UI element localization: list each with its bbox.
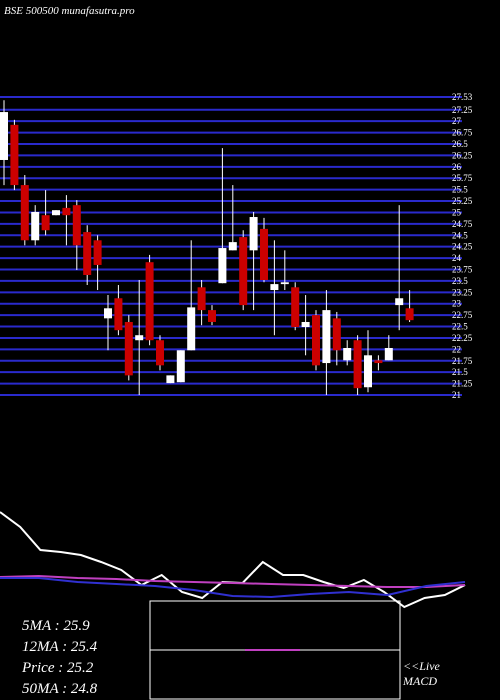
- stat-label: 12MA : 25.4: [22, 639, 98, 655]
- candle-body: [187, 307, 196, 351]
- candle-body: [374, 360, 383, 364]
- y-tick-label: 25: [452, 207, 462, 217]
- y-tick-label: 21.25: [452, 379, 473, 389]
- candle-body: [62, 207, 71, 216]
- candle-body: [260, 228, 268, 280]
- candle-body: [312, 315, 320, 366]
- y-tick-label: 21.75: [452, 356, 473, 366]
- y-tick-label: 22.25: [452, 333, 473, 343]
- y-tick-label: 24.5: [452, 230, 468, 240]
- candle-body: [280, 282, 289, 285]
- macd-label: MACD: [402, 674, 437, 688]
- indicator-line: [0, 574, 466, 588]
- candle-body: [156, 340, 164, 366]
- y-tick-label: 26.5: [452, 139, 468, 149]
- candle-body: [104, 308, 112, 319]
- y-tick-label: 21.5: [452, 367, 468, 377]
- y-tick-label: 25.25: [452, 196, 473, 206]
- indicator-line: [0, 577, 466, 599]
- candle-body: [114, 298, 123, 331]
- y-tick-label: 24.75: [452, 219, 473, 229]
- candle-body: [301, 321, 310, 328]
- y-tick-label: 23.25: [452, 287, 473, 297]
- candle-body: [0, 112, 8, 160]
- candle-body: [197, 287, 206, 311]
- y-tick-label: 23: [452, 299, 462, 309]
- y-tick-label: 26: [452, 162, 462, 172]
- y-tick-label: 27.53: [452, 92, 473, 102]
- candle-body: [208, 310, 216, 322]
- candle-body: [405, 308, 414, 321]
- candle-body: [93, 240, 102, 265]
- stat-label: 5MA : 25.9: [22, 618, 90, 634]
- candle-body: [291, 287, 300, 328]
- y-tick-label: 22.75: [452, 310, 473, 320]
- candle-body: [31, 212, 40, 241]
- macd-label: <<Live: [403, 659, 441, 673]
- y-tick-label: 23.5: [452, 276, 468, 286]
- candle-body: [384, 347, 393, 361]
- candle-body: [52, 210, 60, 216]
- candle-body: [20, 185, 29, 241]
- candle-body: [395, 298, 404, 306]
- candle-body: [166, 375, 175, 384]
- y-tick-label: 22: [452, 344, 461, 354]
- y-tick-label: 22.5: [452, 322, 468, 332]
- candle-body: [239, 237, 248, 306]
- y-tick-label: 21: [452, 390, 461, 400]
- chart-title: BSE 500500 munafasutra.pro: [4, 5, 135, 17]
- candle-body: [332, 318, 341, 351]
- y-tick-label: 24: [452, 253, 462, 263]
- candle-body: [353, 340, 362, 389]
- y-tick-label: 25.75: [452, 173, 473, 183]
- stat-label: 50MA : 24.8: [22, 681, 98, 697]
- y-tick-label: 24.25: [452, 242, 473, 252]
- candle-body: [83, 232, 92, 275]
- stat-label: Price : 25.2: [21, 660, 94, 676]
- candle-body: [176, 350, 185, 383]
- y-tick-label: 25.5: [452, 185, 468, 195]
- candle-body: [249, 217, 258, 251]
- y-tick-label: 27.25: [452, 105, 473, 115]
- y-tick-label: 27: [452, 116, 462, 126]
- candle-body: [10, 124, 19, 186]
- candle-body: [228, 242, 237, 251]
- candle-body: [364, 355, 372, 388]
- candle-body: [343, 347, 352, 361]
- candle-body: [72, 205, 81, 246]
- candle-body: [218, 248, 227, 284]
- y-tick-label: 26.25: [452, 150, 473, 160]
- candle-body: [41, 215, 50, 231]
- candle-body: [135, 335, 144, 341]
- y-tick-label: 23.75: [452, 265, 473, 275]
- candle-body: [124, 321, 133, 376]
- candle-body: [145, 262, 154, 341]
- y-tick-label: 26.75: [452, 128, 473, 138]
- candle-body: [270, 284, 279, 291]
- candle-body: [322, 310, 331, 364]
